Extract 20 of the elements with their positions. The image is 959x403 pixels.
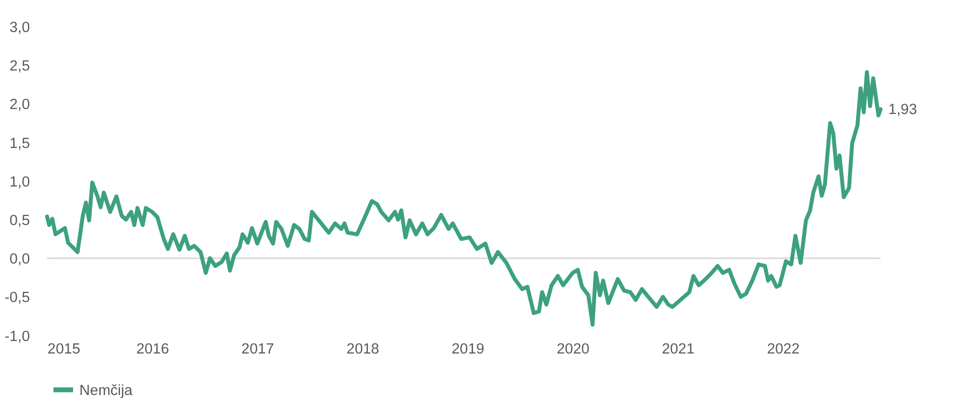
x-tick-label: 2015 — [48, 342, 80, 358]
x-tick-label: 2018 — [346, 342, 380, 358]
line-series — [45, 70, 883, 327]
x-tick-label: 2022 — [766, 342, 800, 358]
x-tick-label: 2021 — [662, 342, 695, 358]
y-tick-label: 1,0 — [9, 174, 30, 190]
x-tick-label: 2016 — [136, 342, 170, 358]
y-tick-label: 1,5 — [9, 136, 30, 152]
y-tick-label: 0,0 — [9, 252, 30, 268]
y-tick-label: 2,5 — [9, 58, 30, 75]
annotation: 1,93 — [888, 102, 917, 118]
y-tick-label: -0,5 — [4, 290, 30, 306]
x-tick-label: 2019 — [452, 342, 484, 358]
x-tick-label: 2020 — [556, 342, 590, 358]
y-tick-label: -1,0 — [4, 328, 30, 345]
y-tick-label: 2,0 — [9, 97, 30, 114]
y-tick-label: 3,0 — [9, 20, 30, 36]
x-tick-label: 2017 — [241, 342, 274, 358]
legend-label: Nemčija — [79, 382, 134, 399]
y-tick-label: 0,5 — [9, 213, 30, 229]
